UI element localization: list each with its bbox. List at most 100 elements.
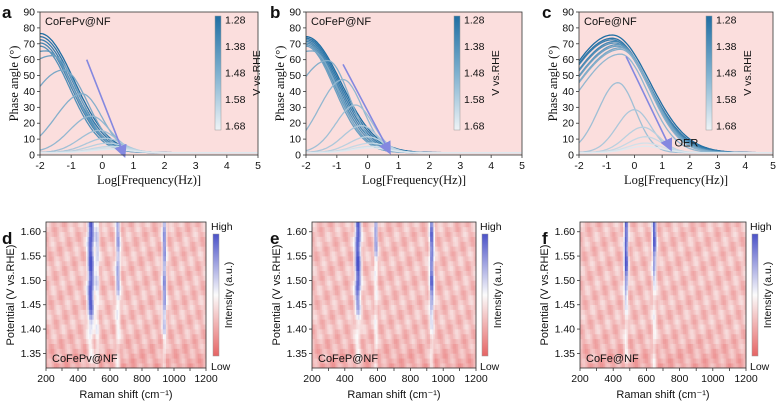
x-tick-label: 2 xyxy=(162,160,168,172)
annotation-label: OER xyxy=(674,138,698,150)
colorbar-tick-label: 1.58 xyxy=(716,94,737,106)
colorbar-low-label: Low xyxy=(211,361,231,373)
y-tick-label: 50 xyxy=(562,70,574,82)
y-tick-label: 90 xyxy=(23,7,35,19)
colorbar-label: V vs.RHE xyxy=(490,50,502,96)
x-tick-label: 600 xyxy=(101,373,119,385)
x-tick-label: 1000 xyxy=(162,373,186,385)
x-tick-label: 4 xyxy=(224,160,230,172)
x-tick-label: 1 xyxy=(659,160,665,172)
x-axis-label: Log[Frequency(Hz)] xyxy=(624,173,728,187)
x-tick-label: 1 xyxy=(396,160,402,172)
y-tick-label: 1.35 xyxy=(21,348,42,360)
colorbar-tick-label: 1.58 xyxy=(225,94,246,106)
x-tick-label: -1 xyxy=(332,160,341,172)
x-axis-label: Log[Frequency(Hz)] xyxy=(97,173,201,187)
heatmap-cells xyxy=(312,222,476,368)
x-tick-label: -2 xyxy=(574,160,583,172)
x-tick-label: 1 xyxy=(131,160,137,172)
panel-letter: a xyxy=(2,3,12,22)
plot-area xyxy=(40,12,258,155)
y-axis-label: Phase angle (°) xyxy=(7,46,21,122)
y-tick-label: 90 xyxy=(562,7,574,19)
colorbar xyxy=(213,234,219,356)
x-tick-label: -1 xyxy=(602,160,611,172)
y-tick-label: 1.60 xyxy=(21,226,42,238)
colorbar-label: Intensity (a.u.) xyxy=(223,262,235,329)
y-tick-label: 60 xyxy=(562,54,574,66)
sample-label: CoFePv@NF xyxy=(45,16,111,28)
y-tick-label: 90 xyxy=(289,7,301,19)
colorbar-tick-label: 1.48 xyxy=(225,68,246,80)
y-tick-label: 70 xyxy=(289,38,301,50)
heatmap-cells xyxy=(46,222,206,368)
y-tick-label: 60 xyxy=(289,54,301,66)
colorbar-tick-label: 1.28 xyxy=(716,15,737,27)
y-tick-label: 30 xyxy=(289,102,301,114)
sample-label: CoFe@NF xyxy=(584,16,637,28)
panel-letter: c xyxy=(542,3,551,22)
x-tick-label: 3 xyxy=(193,160,199,172)
x-tick-label: 3 xyxy=(457,160,463,172)
colorbar-tick-label: 1.38 xyxy=(464,41,485,53)
y-tick-label: 30 xyxy=(23,102,35,114)
x-tick-label: 0 xyxy=(99,160,105,172)
y-tick-label: 10 xyxy=(23,134,35,146)
sample-label: CoFeP@NF xyxy=(311,16,371,28)
y-tick-label: 80 xyxy=(562,22,574,34)
x-tick-label: 200 xyxy=(37,373,55,385)
x-tick-label: 4 xyxy=(742,160,748,172)
y-tick-label: 40 xyxy=(562,86,574,98)
y-axis-label: Phase angle (°) xyxy=(273,46,287,122)
x-tick-label: 0 xyxy=(365,160,371,172)
colorbar-tick-label: 1.28 xyxy=(464,15,485,27)
y-tick-label: 40 xyxy=(23,86,35,98)
y-tick-label: 20 xyxy=(289,118,301,130)
y-tick-label: 0 xyxy=(568,150,574,162)
sample-label: CoFePv@NF xyxy=(52,353,118,365)
colorbar-tick-label: 1.28 xyxy=(225,15,246,27)
y-tick-label: 0 xyxy=(29,150,35,162)
y-axis-label: Potential (V vs.RHE) xyxy=(5,245,17,346)
x-tick-label: 3 xyxy=(715,160,721,172)
colorbar-tick-label: 1.68 xyxy=(716,121,737,133)
y-tick-label: 70 xyxy=(23,38,35,50)
x-tick-label: 5 xyxy=(519,160,525,172)
panel-letter: d xyxy=(2,229,12,248)
y-tick-label: 80 xyxy=(23,22,35,34)
colorbar-tick-label: 1.68 xyxy=(225,121,246,133)
x-tick-label: 0 xyxy=(632,160,638,172)
x-axis-label: Raman shift (cm⁻¹) xyxy=(79,389,172,401)
y-tick-label: 1.45 xyxy=(21,299,42,311)
y-tick-label: 1.40 xyxy=(21,324,42,336)
colorbar-label: V vs.RHE xyxy=(742,50,754,96)
x-tick-label: 2 xyxy=(687,160,693,172)
y-tick-label: 10 xyxy=(289,134,301,146)
x-tick-label: -2 xyxy=(301,160,310,172)
y-tick-label: 80 xyxy=(289,22,301,34)
panel-letter: b xyxy=(270,3,280,22)
colorbar-tick-label: 1.38 xyxy=(716,41,737,53)
x-tick-label: -1 xyxy=(66,160,75,172)
x-tick-label: 4 xyxy=(488,160,494,172)
y-tick-label: 0 xyxy=(295,150,301,162)
y-tick-label: 10 xyxy=(562,134,574,146)
y-axis-label: Phase angle (°) xyxy=(546,46,560,122)
colorbar xyxy=(706,16,712,130)
colorbar xyxy=(454,16,460,130)
x-tick-label: 2 xyxy=(427,160,433,172)
colorbar-tick-label: 1.48 xyxy=(464,68,485,80)
y-tick-label: 20 xyxy=(23,118,35,130)
x-axis-label: Log[Frequency(Hz)] xyxy=(362,173,466,187)
colorbar-label: V vs.RHE xyxy=(251,50,263,96)
y-tick-label: 20 xyxy=(562,118,574,130)
y-tick-label: 70 xyxy=(562,38,574,50)
y-tick-label: 50 xyxy=(23,70,35,82)
colorbar-tick-label: 1.48 xyxy=(716,68,737,80)
x-tick-label: 800 xyxy=(133,373,151,385)
